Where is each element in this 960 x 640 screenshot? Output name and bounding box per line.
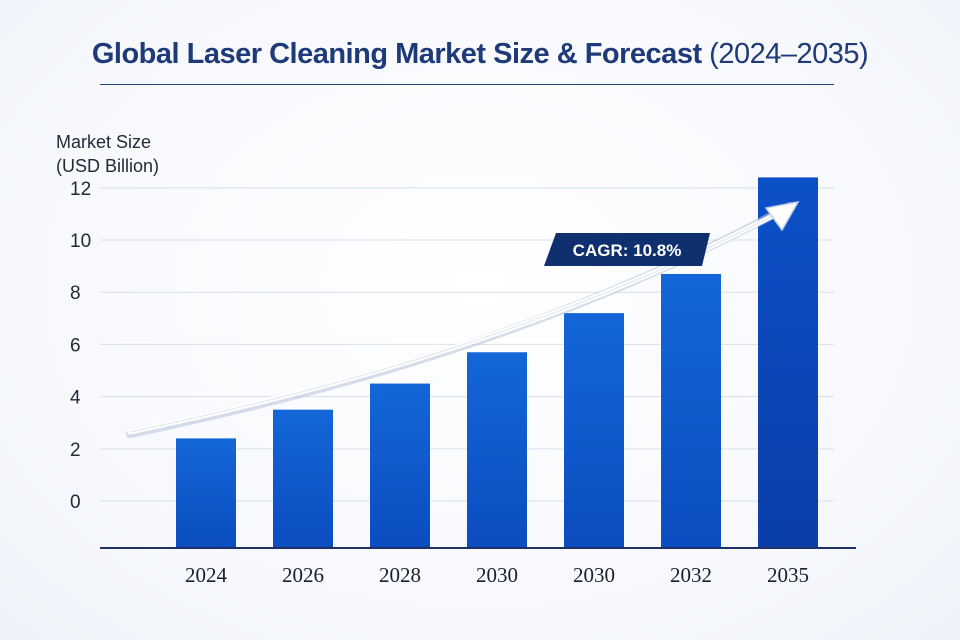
bar-2035-6	[758, 177, 818, 548]
cagr-label: CAGR: 10.8%	[573, 241, 682, 260]
chart-title-range: (2024–2035)	[709, 38, 869, 70]
y-axis-label-line2: (USD Billion)	[56, 156, 160, 176]
x-tick-label: 2030	[476, 563, 518, 587]
chart-title-main: Global Laser Cleaning Market Size & Fore…	[91, 38, 702, 70]
x-tick-label: 2024	[185, 563, 228, 587]
y-tick-label: 8	[70, 283, 81, 304]
y-tick-label: 12	[70, 179, 91, 200]
x-tick-label: 2028	[379, 563, 421, 587]
cagr-badge-shape	[544, 233, 710, 266]
x-tick-label: 2030	[573, 563, 615, 587]
y-tick-label: 2	[70, 440, 81, 461]
y-tick-label: 0	[70, 492, 81, 513]
y-tick-label: 4	[70, 388, 81, 409]
title-underline	[100, 84, 834, 85]
x-tick-labels: 2024 2026 2028 2030 2030 2032 2035	[185, 563, 809, 587]
chart-title: Global Laser Cleaning Market Size & Fore…	[0, 38, 960, 71]
x-tick-label: 2035	[767, 563, 809, 587]
y-axis-label-line1: Market Size	[56, 132, 152, 152]
bar-2032-5	[661, 273, 721, 548]
trend-arrowhead	[764, 200, 800, 232]
x-tick-label: 2026	[282, 563, 324, 587]
x-tick-label: 2032	[670, 563, 712, 587]
bar-2030-4	[564, 313, 624, 548]
y-tick-label: 10	[70, 231, 91, 252]
bar-2024-0	[176, 438, 236, 548]
bar-2026-1	[273, 409, 333, 548]
bar-2030-3	[467, 352, 527, 548]
bars	[176, 177, 818, 548]
y-tick-labels: 0 2 4 6 8 10 12	[70, 179, 91, 513]
bar-2028-2	[370, 383, 430, 548]
y-tick-label: 6	[70, 335, 81, 356]
y-axis-label: Market Size (USD Billion)	[56, 130, 159, 178]
cagr-badge: CAGR: 10.8%	[544, 233, 710, 266]
